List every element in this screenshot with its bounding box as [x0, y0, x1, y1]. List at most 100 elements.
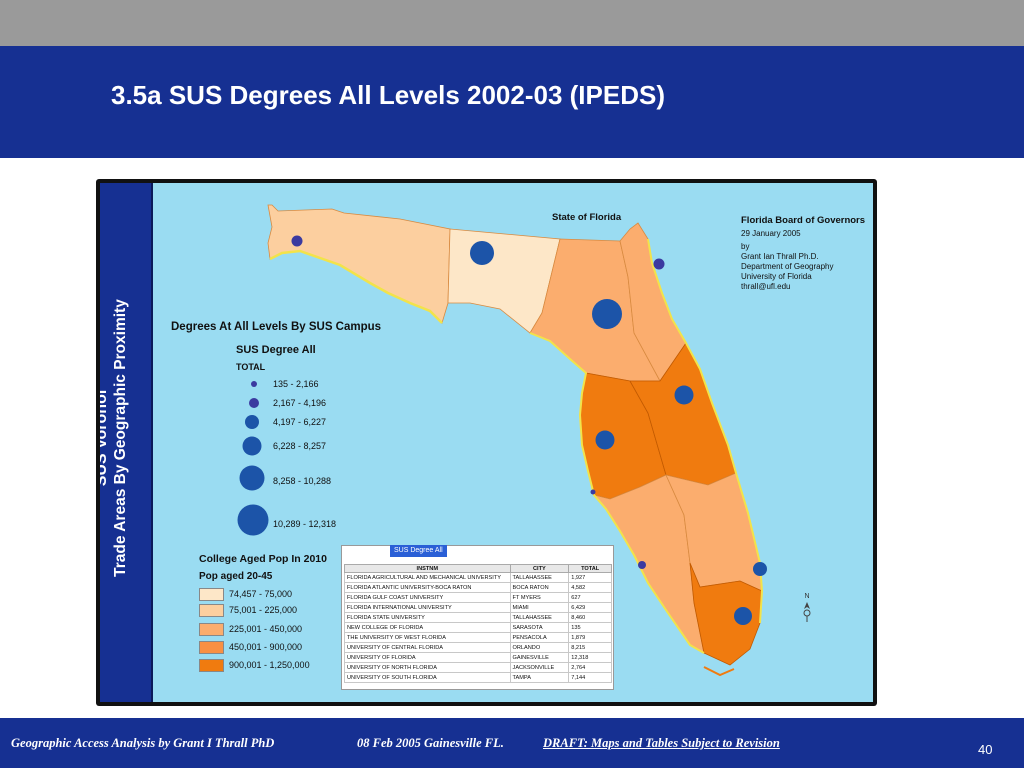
- table-cell-instnm: NEW COLLEGE OF FLORIDA: [344, 622, 511, 633]
- table-row: UNIVERSITY OF FLORIDA GAINESVILLE 12,318: [344, 652, 612, 663]
- degrees-legend-label-1: 135 - 2,166: [273, 379, 319, 389]
- table-row: UNIVERSITY OF SOUTH FLORIDA TAMPA 7,144: [344, 672, 612, 683]
- table-header-instnm: INSTNM: [344, 564, 511, 573]
- pop-legend-subtitle: Pop aged 20-45: [199, 571, 273, 582]
- table-row: FLORIDA INTERNATIONAL UNIVERSITY MIAMI 6,4…: [344, 602, 612, 613]
- side-title: SUS Voronoi Trade Areas By Geographic Pr…: [100, 268, 130, 608]
- pop-swatch-1: [199, 588, 224, 601]
- table-row: NEW COLLEGE OF FLORIDA SARASOTA 135: [344, 622, 612, 633]
- table-cell-city: TALLAHASSEE: [509, 572, 570, 583]
- pop-label-3: 225,001 - 450,000: [229, 624, 303, 634]
- north-label: N: [804, 593, 810, 600]
- table-cell-instnm: UNIVERSITY OF SOUTH FLORIDA: [344, 672, 511, 683]
- campus-fau-bocaraton: [753, 562, 767, 576]
- table-cell-instnm: FLORIDA STATE UNIVERSITY: [344, 612, 511, 623]
- table-cell-city: TAMPA: [509, 672, 570, 683]
- top-strip: [0, 0, 1024, 46]
- footer-author: Geographic Access Analysis by Grant I Th…: [11, 736, 275, 750]
- table-body: FLORIDA AGRICULTURAL AND MECHANICAL UNIV…: [344, 572, 612, 683]
- table-cell-instnm: FLORIDA GULF COAST UNIVERSITY: [344, 592, 511, 603]
- credits-dept: Department of Geography: [741, 262, 834, 271]
- credits-univ: University of Florida: [741, 272, 812, 281]
- footer-bar: Geographic Access Analysis by Grant I Th…: [0, 718, 1024, 768]
- campus-fsu-tallahassee: [470, 241, 494, 265]
- pop-label-2: 75,001 - 225,000: [229, 605, 298, 615]
- table-cell-instnm: FLORIDA INTERNATIONAL UNIVERSITY: [344, 602, 511, 613]
- legend-symbol-1: [251, 381, 257, 387]
- table-row: FLORIDA GULF COAST UNIVERSITY FT MYERS 627: [344, 592, 612, 603]
- degrees-legend-label-2: 2,167 - 4,196: [273, 398, 327, 408]
- slide-title: 3.5a SUS Degrees All Levels 2002-03 (IPE…: [111, 80, 665, 110]
- table-header-city: CITY: [509, 564, 570, 573]
- credits-by: by: [741, 242, 750, 251]
- north-arrow: N: [801, 593, 813, 626]
- table-cell-city: MIAMI: [509, 602, 570, 613]
- degrees-legend-subtitle: SUS Degree All: [236, 344, 316, 356]
- table-row: FLORIDA AGRICULTURAL AND MECHANICAL UNIV…: [344, 572, 612, 583]
- table-cell-instnm: FLORIDA ATLANTIC UNIVERSITY-BOCA RATON: [344, 582, 511, 593]
- legend-symbol-3: [245, 415, 259, 429]
- pop-swatch-2: [199, 604, 224, 617]
- table-cell-city: GAINESVILLE: [509, 652, 570, 663]
- table-cell-city: ORLANDO: [509, 642, 570, 653]
- side-title-line2: Trade Areas By Geographic Proximity: [112, 299, 129, 577]
- pop-swatch-3: [199, 623, 224, 636]
- table-cell-instnm: UNIVERSITY OF FLORIDA: [344, 652, 511, 663]
- north-arrow-icon: [803, 602, 811, 622]
- table-cell-total: 6,429: [568, 602, 612, 613]
- table-cell-total: 627: [568, 592, 612, 603]
- table-row: FLORIDA ATLANTIC UNIVERSITY-BOCA RATON BO…: [344, 582, 612, 593]
- legend-symbol-6: [237, 504, 269, 536]
- map-panel: SUS Voronoi Trade Areas By Geographic Pr…: [100, 183, 873, 702]
- table-header-total: TOTAL: [568, 564, 612, 573]
- attribute-table-tab[interactable]: SUS Degree All: [390, 545, 447, 557]
- side-panel: SUS Voronoi Trade Areas By Geographic Pr…: [100, 183, 153, 702]
- campus-ncf-sarasota: [590, 489, 596, 495]
- campus-fiu-miami: [734, 607, 752, 625]
- attribute-table: SUS Degree All INSTNM CITY TOTAL FLORIDA…: [341, 545, 614, 690]
- pop-label-4: 450,001 - 900,000: [229, 642, 303, 652]
- campus-unf-jacksonville: [653, 258, 665, 270]
- footer-draft-note: DRAFT: Maps and Tables Subject to Revisi…: [543, 736, 780, 750]
- campus-uf-gainesville: [592, 299, 622, 329]
- pop-swatch-4: [199, 641, 224, 654]
- campus-ucf-orlando: [674, 385, 694, 405]
- table-cell-city: BOCA RATON: [509, 582, 570, 593]
- table-cell-total: 1,879: [568, 632, 612, 643]
- degrees-legend-heading: Degrees At All Levels By SUS Campus: [171, 321, 382, 333]
- side-title-line1: SUS Voronoi: [100, 389, 110, 487]
- region-panhandle-west: [267, 204, 451, 324]
- florida-map: [237, 204, 767, 677]
- degrees-legend-label-5: 8,258 - 10,288: [273, 476, 332, 486]
- footer-date-place: 08 Feb 2005 Gainesville FL.: [357, 736, 504, 750]
- credits-email: thrall@ufl.edu: [741, 282, 791, 291]
- table-cell-total: 8,460: [568, 612, 612, 623]
- degrees-legend-label-4: 6,228 - 8,257: [273, 441, 327, 451]
- region-miami: [689, 562, 763, 666]
- pop-label-1: 74,457 - 75,000: [229, 589, 293, 599]
- table-row: FLORIDA STATE UNIVERSITY TALLAHASSEE 8,460: [344, 612, 612, 623]
- state-label: State of Florida: [552, 212, 622, 223]
- degrees-legend-field: TOTAL: [236, 362, 266, 372]
- table-row: THE UNIVERSITY OF WEST FLORIDA PENSACOLA 1…: [344, 632, 612, 643]
- degrees-legend-label-3: 4,197 - 6,227: [273, 417, 327, 427]
- table-cell-total: 4,582: [568, 582, 612, 593]
- credits-org: Florida Board of Governors: [741, 215, 866, 226]
- legend-symbol-4: [242, 436, 262, 456]
- table-cell-city: SARASOTA: [509, 622, 570, 633]
- attribute-table-grid: INSTNM CITY TOTAL FLORIDA AGRICULTURAL A…: [344, 564, 612, 683]
- table-header-row: INSTNM CITY TOTAL: [344, 564, 612, 573]
- table-cell-instnm: UNIVERSITY OF NORTH FLORIDA: [344, 662, 511, 673]
- table-cell-city: JACKSONVILLE: [509, 662, 570, 673]
- credits-date: 29 January 2005: [741, 229, 801, 238]
- table-cell-total: 1,927: [568, 572, 612, 583]
- degrees-legend-label-6: 10,289 - 12,318: [273, 519, 337, 529]
- campus-uwf-pensacola: [291, 235, 303, 247]
- title-bar: [0, 46, 1024, 158]
- table-cell-city: FT MYERS: [509, 592, 570, 603]
- table-cell-total: 12,318: [568, 652, 612, 663]
- table-row: UNIVERSITY OF NORTH FLORIDA JACKSONVILLE 2…: [344, 662, 612, 673]
- legend-symbol-5: [239, 465, 265, 491]
- table-row: UNIVERSITY OF CENTRAL FLORIDA ORLANDO 8,21…: [344, 642, 612, 653]
- credits-name: Grant Ian Thrall Ph.D.: [741, 252, 819, 261]
